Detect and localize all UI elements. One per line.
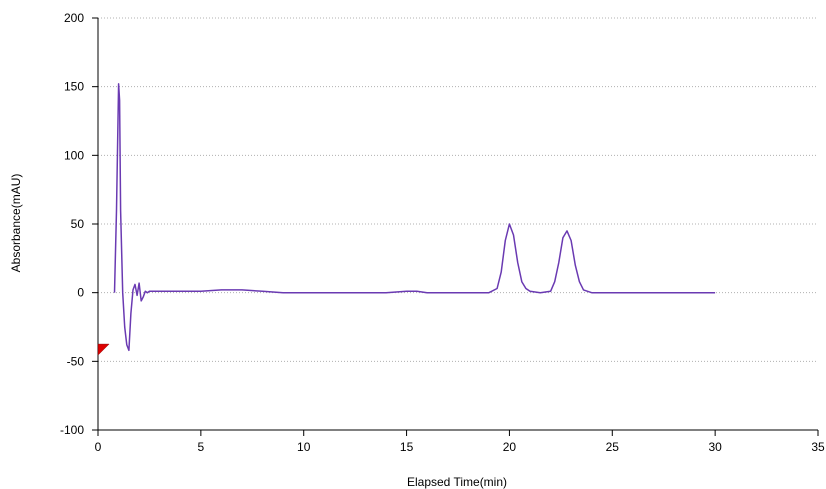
- y-tick-label: -100: [60, 423, 84, 437]
- y-tick-label: -50: [67, 354, 85, 368]
- y-tick-label: 150: [64, 80, 84, 94]
- event-marker-icon: [97, 343, 110, 356]
- x-axis-title: Elapsed Time(min): [407, 475, 507, 489]
- y-tick-label: 100: [64, 148, 84, 162]
- x-tick-label: 30: [708, 440, 722, 454]
- x-tick-label: 25: [606, 440, 620, 454]
- trace-layer: [113, 83, 716, 352]
- y-tick-label: 0: [77, 286, 84, 300]
- x-tick-label: 5: [198, 440, 205, 454]
- x-tick-label: 35: [811, 440, 825, 454]
- x-tick-label: 20: [503, 440, 517, 454]
- axes: [92, 17, 819, 436]
- y-axis-title: Absorbance(mAU): [9, 174, 23, 273]
- y-tick-label: 50: [71, 217, 85, 231]
- grid-lines: [98, 17, 818, 362]
- y-tick-label: 200: [64, 11, 84, 25]
- tick-labels: -100 -50 0 50 100 150 200 0 5 10 15 20 25 30 35: [60, 11, 825, 454]
- x-tick-label: 15: [400, 440, 414, 454]
- series-line-0: [113, 83, 716, 352]
- x-tick-label: 0: [95, 440, 102, 454]
- marker-layer: [97, 343, 110, 356]
- x-tick-label: 10: [297, 440, 311, 454]
